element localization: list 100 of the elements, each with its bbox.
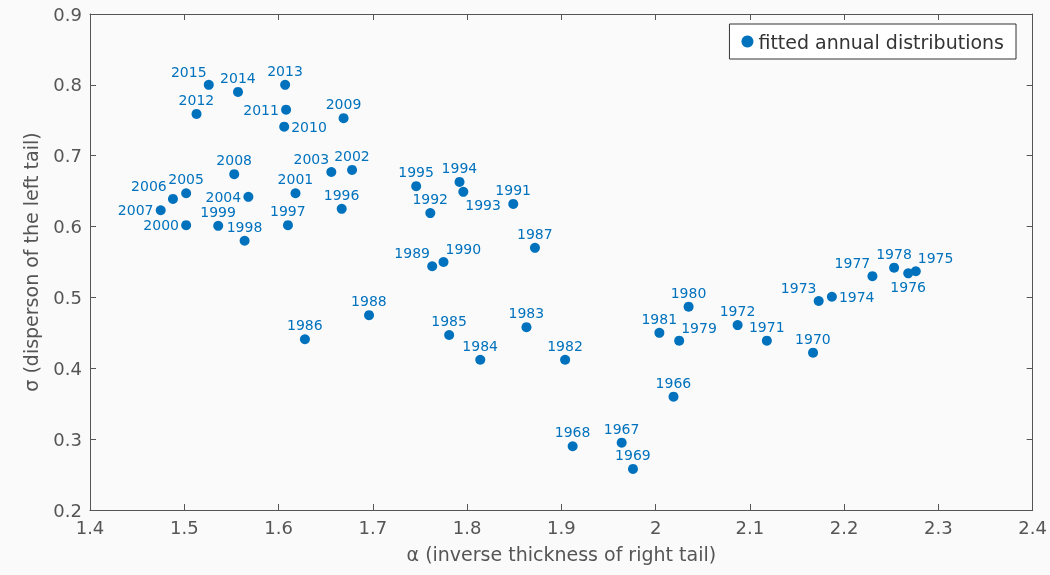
annotation: 2012 <box>178 91 215 108</box>
annotation: 1979 <box>681 319 717 336</box>
point <box>683 301 694 312</box>
point <box>239 235 250 246</box>
point <box>233 86 243 97</box>
x-tick-label: 1.9 <box>547 516 576 538</box>
point <box>889 262 900 273</box>
point <box>761 335 772 346</box>
annotation: 1998 <box>226 218 263 235</box>
point <box>425 208 436 219</box>
point <box>903 268 914 279</box>
point <box>155 205 166 216</box>
point <box>347 164 358 175</box>
y-axis-title: σ (disperson of the left tail) <box>19 132 42 392</box>
annotation: 1985 <box>431 312 467 329</box>
point <box>521 322 532 333</box>
point <box>444 329 455 340</box>
x-tick-label: 1.8 <box>452 516 482 538</box>
x-tick-label: 1.6 <box>264 516 293 538</box>
point <box>668 391 679 402</box>
y-tick-label: 0.7 <box>53 145 82 167</box>
point <box>279 121 290 132</box>
annotation: 1992 <box>412 191 449 208</box>
point <box>732 320 743 331</box>
annotation: 1970 <box>795 330 831 347</box>
annotation: 1984 <box>462 337 499 354</box>
annotation: 1993 <box>465 196 501 213</box>
annotation: 1969 <box>615 446 651 463</box>
x-tick-label: 2 <box>649 516 662 538</box>
annotation: 2009 <box>325 96 362 113</box>
point <box>290 188 301 199</box>
annotation: 2003 <box>293 151 330 168</box>
annotation: 2002 <box>334 147 370 164</box>
point <box>181 188 192 199</box>
point <box>191 108 202 119</box>
annotation: 1977 <box>834 255 871 272</box>
point <box>438 257 449 267</box>
annotation: 1981 <box>641 310 678 327</box>
point <box>229 169 240 180</box>
point <box>910 266 921 277</box>
point <box>213 220 224 231</box>
annotation: 1986 <box>287 317 323 334</box>
point <box>674 335 685 346</box>
annotation: 1980 <box>670 284 707 301</box>
point <box>508 198 519 209</box>
annotation: 1968 <box>554 424 591 441</box>
annotation: 1973 <box>780 279 817 296</box>
x-tick-label: 2.3 <box>924 516 953 538</box>
annotation: 2001 <box>277 171 314 188</box>
annotation: 2004 <box>205 188 242 205</box>
y-tick-label: 0.6 <box>53 216 82 238</box>
annotation: 2008 <box>216 152 252 169</box>
point <box>567 441 578 452</box>
annotation: 1971 <box>748 318 785 335</box>
point <box>454 176 465 187</box>
point <box>167 193 178 204</box>
annotation: 2007 <box>117 202 154 219</box>
annotation: 1988 <box>351 293 387 310</box>
point <box>364 310 375 321</box>
annotation: 1982 <box>547 337 583 354</box>
point <box>280 79 291 90</box>
annotation: 2011 <box>243 101 279 118</box>
annotation: 2000 <box>143 217 179 234</box>
point <box>181 220 192 231</box>
annotation: 1994 <box>441 159 478 176</box>
point <box>867 271 878 282</box>
y-tick-label: 0.3 <box>53 428 82 450</box>
annotation: 1978 <box>876 245 912 262</box>
point <box>808 347 819 358</box>
annotation: 2015 <box>170 63 207 80</box>
x-tick-label: 1.7 <box>358 516 388 538</box>
point <box>628 463 638 474</box>
point <box>616 437 627 448</box>
annotation: 2005 <box>168 171 204 188</box>
x-tick-label: 2.1 <box>735 516 765 538</box>
annotation: 1987 <box>517 225 553 242</box>
point <box>281 104 292 115</box>
annotation: 1975 <box>917 250 954 267</box>
annotation: 1983 <box>508 305 545 322</box>
annotation: 1996 <box>323 186 360 203</box>
annotation: 1997 <box>270 203 306 220</box>
annotation: 2014 <box>220 69 256 86</box>
point <box>282 220 293 231</box>
annotation: 1989 <box>394 245 430 262</box>
annotation: 1991 <box>495 181 531 198</box>
x-tick-label: 1.5 <box>169 516 199 538</box>
annotation: 1976 <box>890 279 927 296</box>
x-axis-title: α (inverse thickness of right tail) <box>406 542 717 565</box>
y-tick-label: 0.5 <box>53 286 82 308</box>
annotation: 1990 <box>445 241 482 257</box>
annotation: 1995 <box>398 164 434 181</box>
y-tick-label: 0.4 <box>53 357 82 379</box>
annotation: 1967 <box>603 420 640 437</box>
y-tick-label: 0.8 <box>53 74 82 96</box>
point <box>475 354 486 365</box>
y-tick-label: 0.9 <box>53 3 82 25</box>
point <box>458 186 469 197</box>
legend-label: fitted annual distributions <box>758 30 1004 53</box>
point <box>299 334 310 345</box>
annotation: 1999 <box>200 203 236 220</box>
